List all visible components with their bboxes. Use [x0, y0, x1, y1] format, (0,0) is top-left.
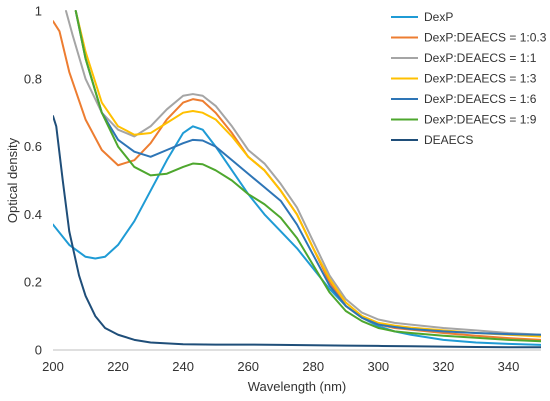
- x-axis-title: Wavelength (nm): [248, 379, 347, 394]
- legend-label: DEAECS: [424, 133, 473, 147]
- y-axis-title: Optical density: [5, 137, 20, 223]
- x-tick-label: 320: [433, 359, 455, 374]
- series-line-3: [65, 10, 541, 336]
- x-tick-label: 300: [367, 359, 389, 374]
- series-layer: [53, 10, 541, 349]
- legend-label: DexP:DEAECS = 1:1: [424, 51, 537, 65]
- series-line-4: [74, 10, 541, 338]
- y-tick-label: 0: [35, 343, 42, 358]
- legend-label: DexP:DEAECS = 1:6: [424, 92, 537, 106]
- y-tick-label: 0.2: [24, 275, 42, 290]
- y-tick-label: 1: [35, 4, 42, 19]
- y-tick-label: 0.4: [24, 207, 42, 222]
- series-line-5: [74, 10, 541, 336]
- series-line-6: [74, 10, 541, 343]
- axes-layer: 200 220 240 260 280 300 320 340 0 0.2 0.4 0.6 0.8 1: [24, 4, 541, 374]
- legend-label: DexP:DEAECS = 1:0.3: [424, 31, 547, 45]
- x-tick-label: 240: [172, 359, 194, 374]
- legend-label: DexP:DEAECS = 1:3: [424, 72, 537, 86]
- x-tick-label: 260: [237, 359, 259, 374]
- y-tick-label: 0.8: [24, 71, 42, 86]
- legend: DexP DexP:DEAECS = 1:0.3 DexP:DEAECS = 1:1…: [391, 10, 547, 147]
- x-tick-label: 220: [107, 359, 129, 374]
- series-line-7: [53, 115, 541, 349]
- legend-label: DexP:DEAECS = 1:9: [424, 113, 537, 127]
- y-tick-label: 0.6: [24, 139, 42, 154]
- legend-label: DexP: [424, 10, 453, 24]
- x-tick-label: 200: [42, 359, 64, 374]
- x-tick-label: 340: [498, 359, 520, 374]
- x-tick-label: 280: [302, 359, 324, 374]
